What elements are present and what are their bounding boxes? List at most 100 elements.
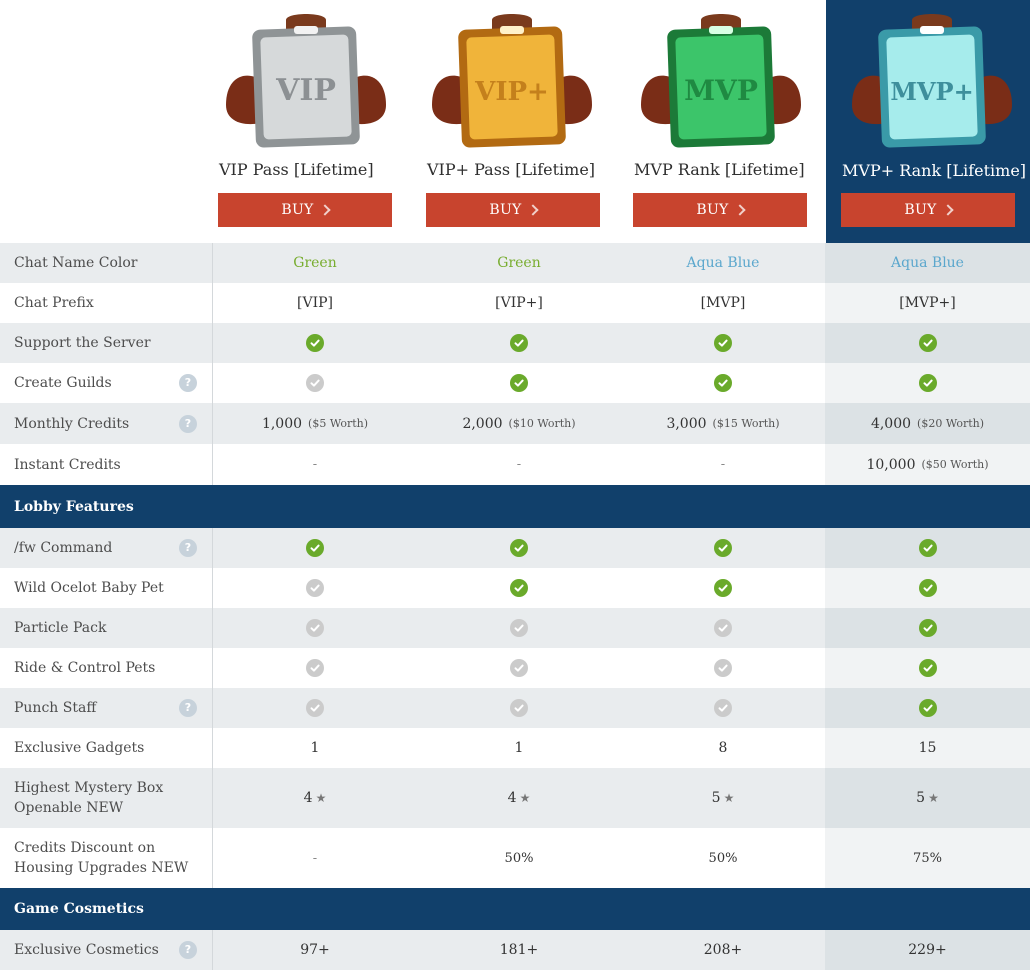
check-icon (918, 579, 937, 597)
check-icon (918, 374, 937, 392)
check-icon (510, 619, 528, 637)
vip-pass-badge-icon: VIP (226, 14, 386, 148)
box-tier: 5 (916, 790, 926, 806)
buy-label: BUY (281, 202, 314, 218)
table-cell (417, 568, 621, 608)
help-icon[interactable]: ? (179, 941, 197, 959)
help-icon[interactable]: ? (179, 539, 197, 557)
row-label: Support the Server (0, 323, 213, 363)
buy-mvp-button[interactable]: BUY (633, 193, 807, 227)
row-label-line: Openable NEW (14, 800, 124, 816)
help-icon[interactable]: ? (179, 414, 197, 433)
row-label: Exclusive Cosmetics? (0, 930, 213, 970)
table-cell (213, 648, 417, 688)
svg-text:VIP+: VIP+ (474, 77, 549, 107)
table-cell: [MVP] (700, 295, 746, 311)
row-label-line: Housing Upgrades NEW (14, 860, 189, 876)
table-row: /fw Command? (0, 528, 1030, 568)
check-icon (714, 539, 732, 557)
row-label-text: Chat Prefix (14, 295, 94, 311)
row-label-text: Exclusive Gadgets (14, 740, 145, 756)
check-icon (510, 659, 528, 677)
row-label-text: Wild Ocelot Baby Pet (14, 580, 164, 596)
check-icon (306, 659, 324, 677)
check-icon (510, 579, 528, 597)
table-cell: [MVP+] (825, 283, 1030, 323)
check-icon (510, 539, 528, 557)
table-cell (825, 608, 1030, 648)
row-label-text: Particle Pack (14, 620, 107, 636)
buy-mvp-plus-button[interactable]: BUY (841, 193, 1015, 227)
buy-vip-button[interactable]: BUY (218, 193, 392, 227)
check-icon (714, 619, 732, 637)
pass-title: MVP+ Rank [Lifetime] (842, 161, 1027, 180)
star-icon: ★ (519, 791, 531, 805)
table-cell: 1,000 ($5 Worth) (213, 403, 417, 444)
check-icon (306, 579, 324, 597)
buy-label: BUY (904, 202, 937, 218)
table-cell (417, 528, 621, 568)
pass-header: VIP VIP Pass [Lifetime] BUY VIP+ VIP+ Pa… (0, 0, 1030, 243)
table-cell: 4 ★ (417, 768, 621, 828)
check-icon (510, 374, 528, 392)
table-cell (213, 688, 417, 728)
table-cell: Green (497, 255, 541, 271)
table-cell: 5 ★ (621, 768, 825, 828)
chevron-right-icon (526, 204, 539, 216)
check-icon (306, 334, 324, 352)
check-icon (918, 699, 937, 717)
credits-value: 4,000 (870, 415, 912, 432)
table-cell (213, 323, 417, 363)
help-icon[interactable]: ? (179, 374, 197, 392)
table-row: Exclusive Cosmetics? 97+ 181+ 208+ 229+ (0, 930, 1030, 970)
table-row: Create Guilds? (0, 363, 1030, 403)
table-cell: - (516, 457, 522, 472)
credits-worth: ($50 Worth) (921, 458, 989, 471)
table-cell: 5 ★ (825, 768, 1030, 828)
table-cell (621, 528, 825, 568)
credits-worth: ($5 Worth) (308, 417, 369, 430)
row-label-line: Highest Mystery Box (14, 780, 164, 796)
row-label: Create Guilds? (0, 363, 213, 403)
check-icon (510, 699, 528, 717)
help-icon[interactable]: ? (179, 699, 197, 717)
table-cell: 1 (514, 740, 524, 756)
table-cell: Aqua Blue (686, 255, 760, 271)
table-cell (417, 323, 621, 363)
check-icon (306, 699, 324, 717)
row-label-text: Ride & Control Pets (14, 660, 156, 676)
table-cell (213, 568, 417, 608)
row-label-text: Highest Mystery Box Openable NEW (14, 778, 163, 818)
table-cell: 4,000 ($20 Worth) (825, 403, 1030, 444)
table-row: Chat Name Color Green Green Aqua Blue Aq… (0, 243, 1030, 283)
row-label-text: Create Guilds (14, 375, 112, 391)
check-icon (918, 334, 937, 352)
table-cell: 208+ (703, 942, 743, 958)
table-row: Punch Staff? (0, 688, 1030, 728)
buy-vip-plus-button[interactable]: BUY (426, 193, 600, 227)
section-title: Game Cosmetics (14, 901, 144, 917)
row-label: Wild Ocelot Baby Pet (0, 568, 213, 608)
section-header-lobby: Lobby Features (0, 485, 1030, 528)
table-cell: 229+ (825, 930, 1030, 970)
star-icon: ★ (928, 791, 939, 805)
check-icon (714, 659, 732, 677)
table-row: Support the Server (0, 323, 1030, 363)
table-cell: - (720, 457, 726, 472)
mvp-plus-rank-badge-icon: MVP+ (852, 14, 1012, 148)
section-title: Lobby Features (14, 498, 134, 515)
check-icon (714, 334, 732, 352)
table-row: Exclusive Gadgets 1 1 8 15 (0, 728, 1030, 768)
chevron-right-icon (941, 204, 954, 216)
table-cell: 4 ★ (213, 768, 417, 828)
row-label: Credits Discount on Housing Upgrades NEW (0, 828, 213, 888)
table-cell: 10,000 ($50 Worth) (825, 444, 1030, 485)
table-cell (213, 363, 417, 403)
svg-text:MVP+: MVP+ (890, 77, 973, 106)
credits-worth: ($10 Worth) (508, 417, 576, 430)
row-label: Ride & Control Pets (0, 648, 213, 688)
table-row: Chat Prefix [VIP] [VIP+] [MVP] [MVP+] (0, 283, 1030, 323)
check-icon (918, 619, 937, 637)
table-cell: 3,000 ($15 Worth) (621, 403, 825, 444)
table-cell (417, 648, 621, 688)
